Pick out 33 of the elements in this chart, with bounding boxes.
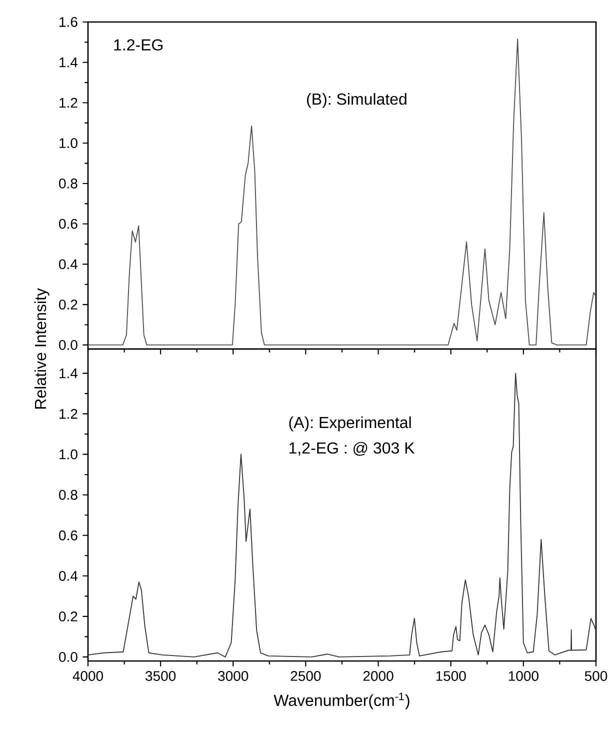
y-tick-label: 0.0 bbox=[59, 340, 78, 350]
line-series bbox=[88, 372, 596, 658]
y-tick-label: 1.4 bbox=[60, 58, 78, 68]
x-tick-label: 3500 bbox=[146, 671, 176, 681]
y-tick-label: 0.6 bbox=[59, 218, 78, 229]
y-tick-label: 0.2 bbox=[59, 300, 78, 310]
y-tick-label: 0.0 bbox=[59, 652, 78, 662]
annotation: (B): Simulated bbox=[307, 93, 406, 108]
y-tick-label: 0.8 bbox=[59, 490, 78, 500]
y-tick-label: 0.4 bbox=[59, 570, 78, 581]
annotation: (A): Experimental bbox=[289, 416, 411, 432]
x-tick-label: 3000 bbox=[218, 671, 248, 681]
y-tick-label: 0.6 bbox=[59, 530, 78, 540]
x-tick-label: 1000 bbox=[508, 671, 538, 681]
x-tick-label: 4000 bbox=[72, 671, 104, 681]
x-axis-title: Wavenumber(cm$^{-1}$) bbox=[274, 692, 410, 710]
y-tick-label: 0.4 bbox=[59, 259, 78, 270]
y-axis-title: Relative Intensity bbox=[34, 288, 50, 409]
y-tick-label: 1.2 bbox=[60, 98, 78, 108]
annotation: 1.2-EG bbox=[114, 39, 163, 51]
y-tick-label: 1.0 bbox=[60, 138, 78, 148]
x-tick-label: 2000 bbox=[363, 671, 394, 681]
line-series bbox=[88, 38, 596, 346]
x-tick-label: 500 bbox=[584, 671, 608, 681]
y-tick-label: 1.0 bbox=[60, 449, 78, 460]
y-tick-label: 1.4 bbox=[60, 368, 78, 378]
y-tick-label: 0.8 bbox=[59, 178, 78, 188]
y-tick-label: 1.2 bbox=[60, 408, 78, 419]
x-tick-label: 1500 bbox=[436, 671, 466, 681]
annotation: 1,2-EG : @ 303 K bbox=[289, 442, 415, 456]
y-tick-label: 1.6 bbox=[60, 17, 78, 27]
y-tick-label: 0.2 bbox=[59, 611, 78, 622]
x-tick-label: 2500 bbox=[290, 671, 321, 681]
